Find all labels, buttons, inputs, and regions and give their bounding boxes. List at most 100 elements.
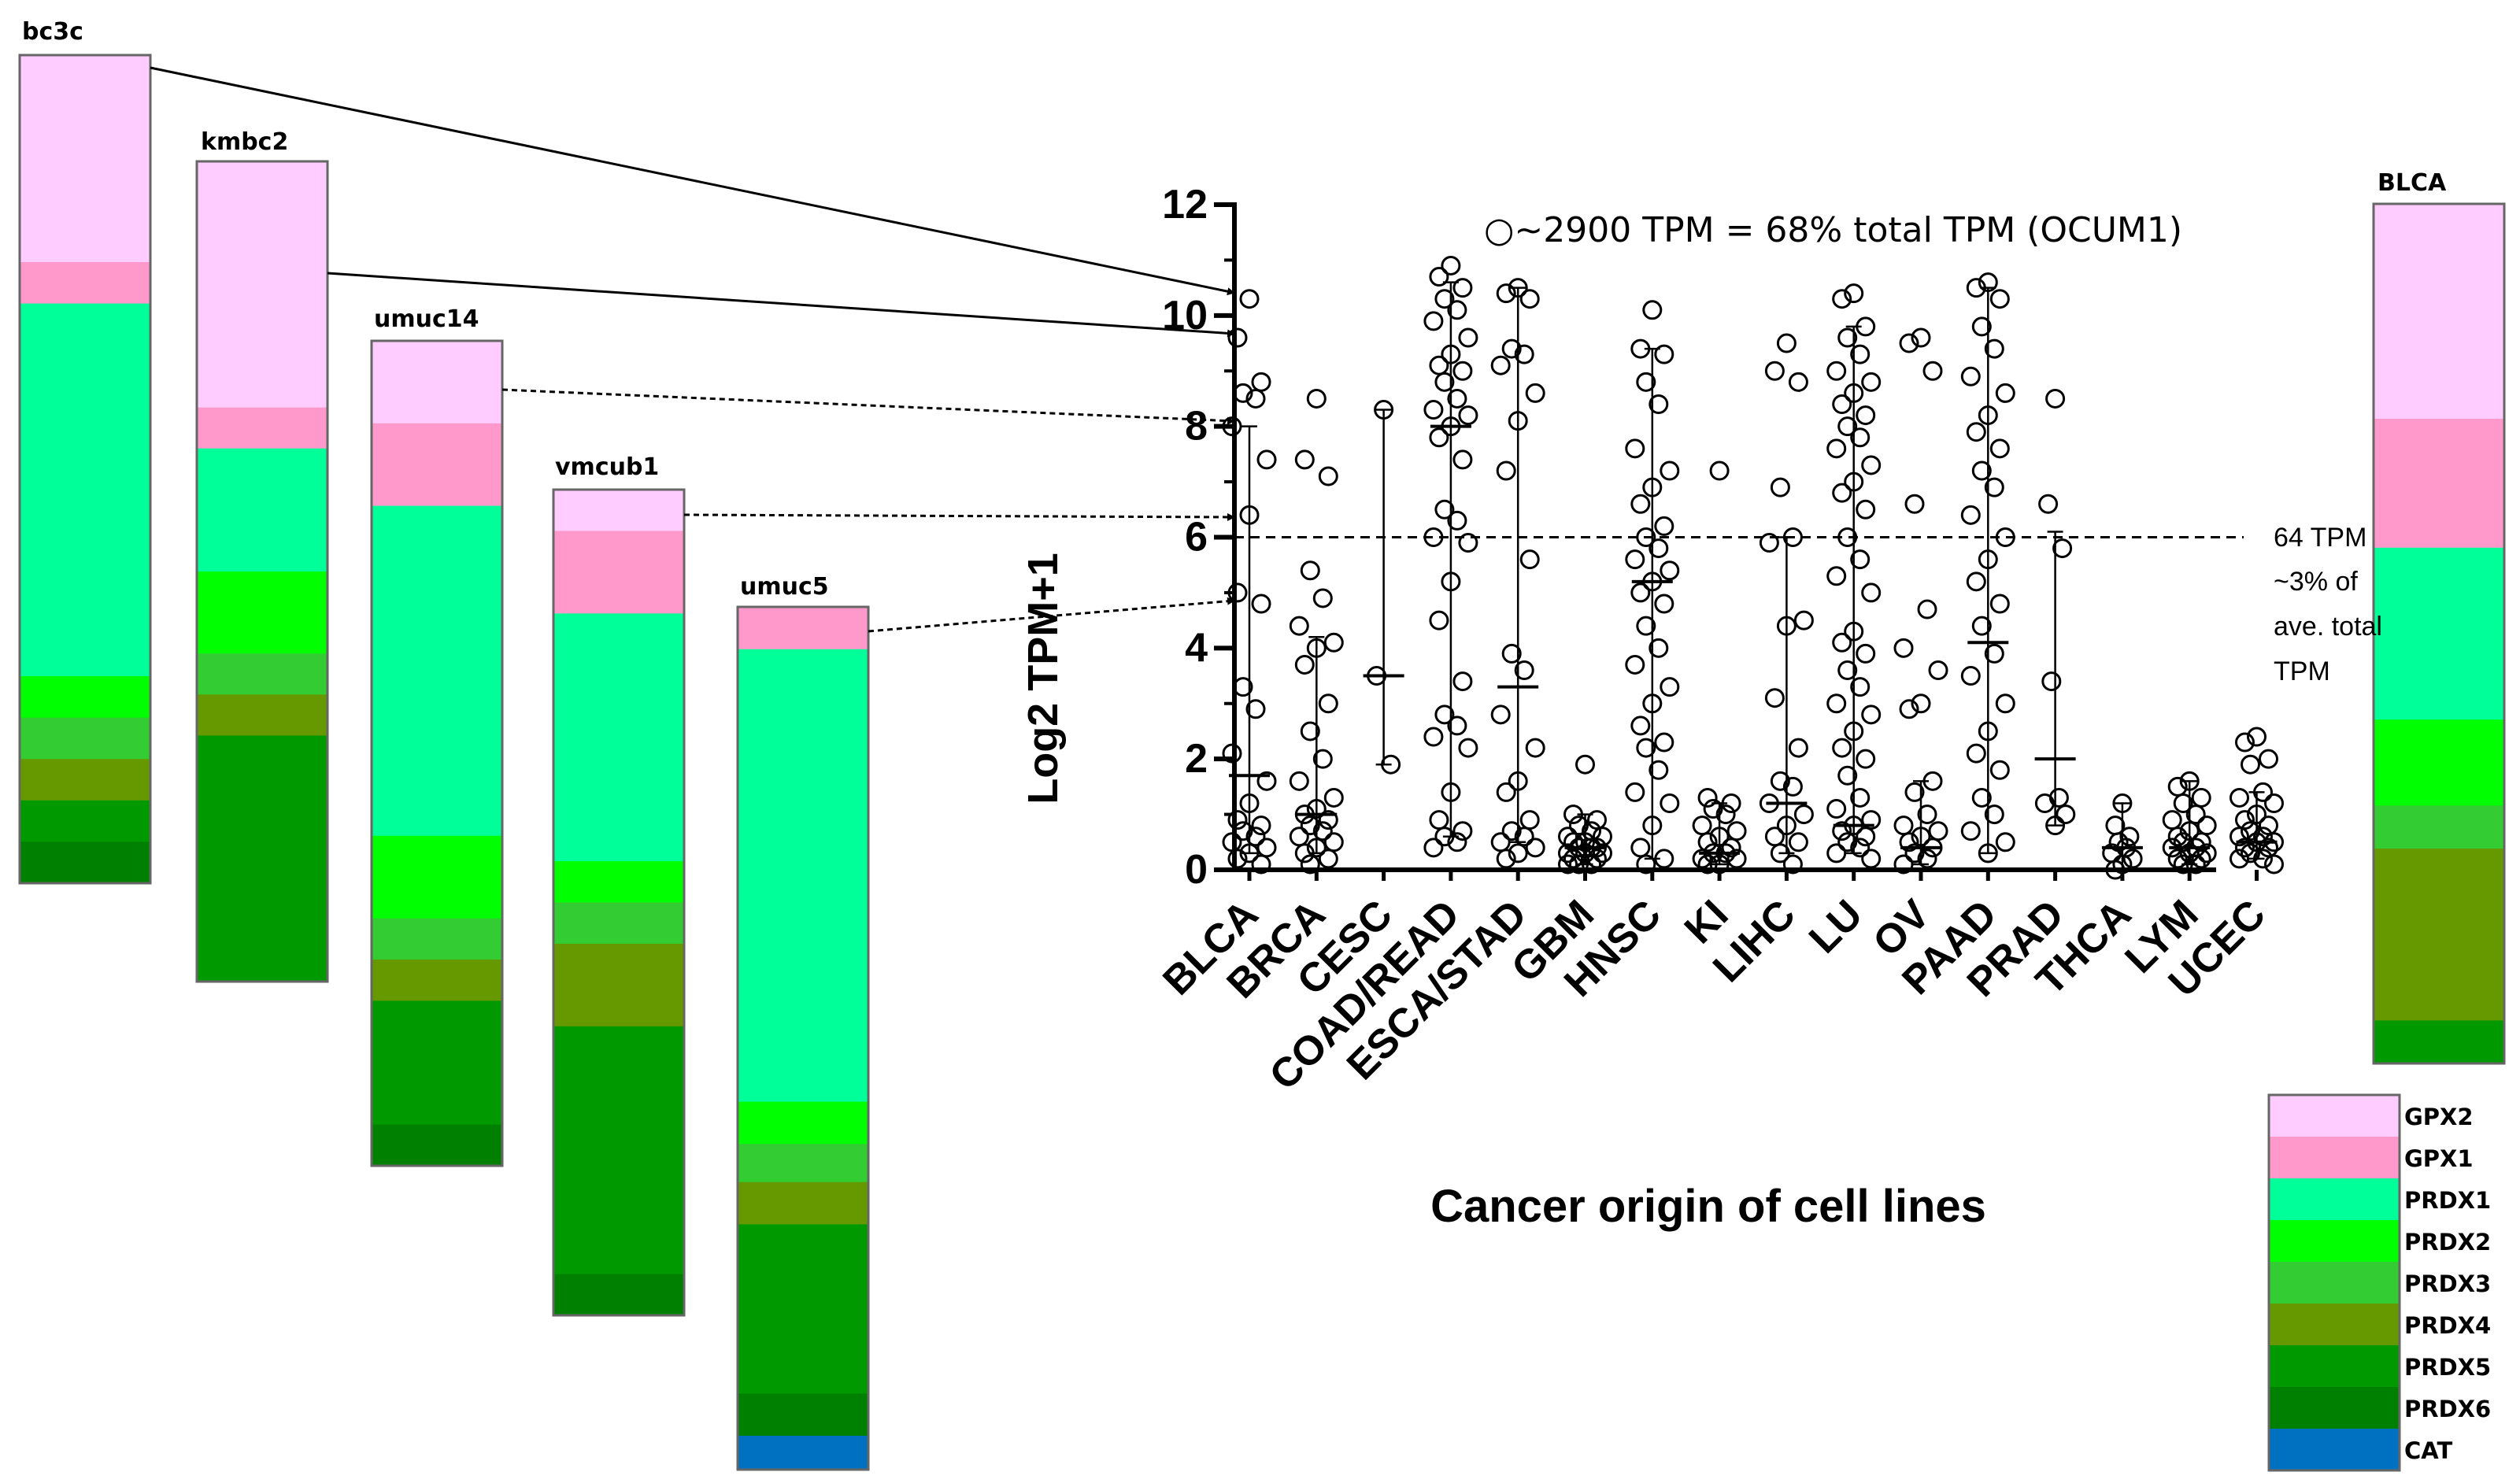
data-point: [1508, 843, 1528, 864]
data-point: [1826, 843, 1847, 864]
data-point: [1984, 643, 2004, 664]
data-point: [1899, 832, 1919, 852]
data-point: [1441, 571, 1461, 592]
segment-gpx2: [197, 161, 327, 409]
legend-label-prdx4: PRDX4: [2404, 1312, 2491, 1339]
data-point: [1490, 832, 1511, 852]
data-point: [2173, 793, 2193, 813]
data-point: [1558, 854, 1578, 875]
data-point: [1995, 832, 2015, 852]
data-point: [1434, 705, 1455, 725]
segment-prdx1: [2374, 547, 2504, 720]
data-point: [1966, 571, 1986, 592]
data-point: [1826, 799, 1847, 819]
data-point: [1844, 721, 1864, 742]
bar-umuc14: umuc14: [370, 305, 504, 1167]
data-point: [1245, 388, 1266, 409]
x-axis-label: Cancer origin of cell lines: [1430, 1181, 1986, 1232]
data-point: [1984, 338, 2004, 359]
data-point: [1508, 278, 1528, 298]
segment-prdx3: [738, 1144, 868, 1183]
data-point: [1441, 344, 1461, 364]
data-point: [1782, 854, 1803, 875]
data-point: [1582, 854, 1601, 875]
bar-outline: [2372, 202, 2506, 1065]
data-point: [1447, 300, 1467, 320]
data-point: [1642, 571, 1663, 592]
data-point: [1726, 821, 1747, 841]
data-point: [1764, 827, 1785, 847]
segment-gpx1: [372, 423, 502, 507]
data-point: [1904, 843, 1925, 864]
data-point: [1776, 333, 1797, 353]
legend-swatch-prdx5: [2269, 1345, 2400, 1387]
data-point: [1367, 666, 1387, 686]
connector-umuc14: [501, 388, 1235, 425]
data-point: [1715, 804, 1736, 825]
bar-label-umuc14: umuc14: [374, 305, 479, 333]
data-point: [1318, 810, 1338, 830]
data-point: [1452, 821, 1473, 841]
segment-prdx6: [553, 1274, 684, 1316]
bar-outline: [552, 488, 686, 1317]
data-point: [1447, 388, 1467, 409]
data-point: [1306, 638, 1327, 658]
data-point: [1960, 821, 1981, 841]
data-point: [2105, 860, 2126, 880]
bar-umuc5: umuc5: [736, 573, 870, 1471]
data-point: [1904, 782, 1925, 802]
group-prad: [2034, 388, 2076, 881]
legend-label-gpx2: GPX2: [2404, 1104, 2474, 1130]
data-point: [1850, 677, 1871, 697]
bar-kmbc2: kmbc2: [195, 128, 329, 983]
data-point: [1899, 333, 1919, 353]
data-point: [1837, 660, 1858, 680]
data-point: [1978, 549, 1998, 570]
data-point: [1832, 738, 1852, 758]
data-point: [1458, 533, 1478, 553]
data-point: [1323, 787, 1344, 808]
threshold-label: 64 TPM ~3% of ave. total TPM: [2274, 523, 2382, 686]
legend-swatch-gpx1: [2269, 1137, 2400, 1178]
data-point: [2179, 843, 2200, 864]
segment-prdx3: [197, 653, 327, 695]
data-point: [1452, 361, 1473, 381]
y-axis-label: Log2 TPM+1: [1019, 553, 1067, 804]
data-point: [1960, 505, 1981, 525]
data-point: [1294, 654, 1315, 675]
data-point: [1893, 854, 1914, 875]
data-point: [1856, 316, 1876, 337]
data-point: [1782, 776, 1803, 797]
group-lihc: [1759, 333, 1814, 881]
data-point: [1759, 533, 1779, 553]
segment-gpx1: [553, 531, 684, 614]
data-point: [1318, 466, 1338, 486]
legend-outline: [2267, 1093, 2401, 1472]
data-point: [1490, 705, 1511, 725]
segment-prdx1: [197, 448, 327, 572]
bar-label-blca: BLCA: [2378, 169, 2447, 197]
group-brca: [1289, 388, 1344, 881]
legend-label-prdx2: PRDX2: [2404, 1229, 2491, 1256]
data-point: [2259, 815, 2278, 836]
data-point: [1793, 804, 1814, 825]
data-point: [1856, 643, 1876, 664]
data-point: [1625, 782, 1645, 802]
data-point: [2253, 849, 2273, 869]
data-point: [1239, 505, 1260, 525]
group-paad: [1960, 272, 2015, 881]
scatter-plot: 0 2 4 6 8 10 12 BLCABRCACESCCOAD/READESCA/STAD…: [1019, 182, 2382, 1232]
segment-prdx2: [738, 1101, 868, 1145]
data-point: [1978, 843, 1998, 864]
data-point: [1709, 460, 1730, 481]
segment-prdx5: [372, 1000, 502, 1126]
data-point: [1434, 827, 1455, 847]
data-point: [1294, 804, 1315, 825]
data-point: [1300, 854, 1320, 875]
segment-prdx2: [2374, 719, 2504, 806]
data-point: [1423, 727, 1444, 747]
data-point: [2034, 793, 2055, 813]
data-point: [1625, 438, 1645, 459]
data-point: [1928, 660, 1948, 680]
